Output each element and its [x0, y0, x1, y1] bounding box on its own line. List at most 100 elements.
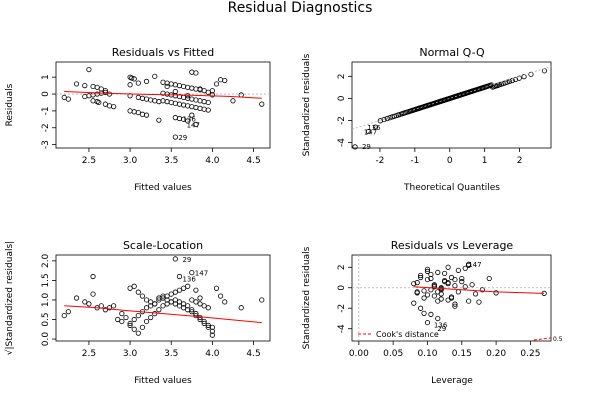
data-point: [384, 115, 390, 122]
data-point: [168, 291, 174, 297]
data-point: [189, 307, 195, 313]
data-point: [218, 293, 224, 299]
data-point: [421, 310, 427, 316]
data-point: [156, 117, 162, 123]
point-annotation: 136: [182, 275, 196, 283]
panel-title: Residuals vs Fitted: [112, 46, 214, 59]
data-point: [213, 285, 220, 291]
data-point: [528, 71, 534, 77]
data-point: [185, 103, 191, 109]
data-point: [452, 276, 458, 283]
data-point: [372, 124, 379, 130]
x-axis-label: Fitted values: [134, 183, 192, 193]
x-tick-label: -2: [375, 156, 384, 166]
data-point: [197, 314, 203, 321]
data-point: [172, 100, 178, 106]
data-point: [189, 112, 195, 118]
data-point: [172, 93, 178, 99]
data-point: [143, 297, 150, 303]
point-annotation: 147: [195, 270, 208, 278]
data-point: [189, 69, 195, 75]
data-point: [205, 89, 211, 95]
data-point: [180, 305, 187, 311]
data-point: [479, 287, 485, 293]
data-point: [411, 300, 417, 306]
y-tick-label: 0: [337, 95, 347, 101]
data-point: [418, 305, 424, 311]
cooks-contour-label: 0.5: [553, 336, 563, 343]
data-point: [123, 314, 129, 321]
data-point: [152, 301, 158, 307]
data-point: [438, 296, 444, 302]
data-point: [438, 287, 444, 293]
data-point: [185, 84, 191, 90]
data-point: [164, 301, 170, 307]
x-tick-label: 2.5: [82, 156, 96, 166]
data-point: [172, 301, 178, 307]
data-point: [135, 94, 141, 101]
data-point: [201, 320, 207, 327]
data-point: [516, 75, 522, 81]
data-point: [160, 98, 166, 104]
data-point: [135, 330, 141, 336]
y-tick-label: -2: [337, 116, 347, 125]
data-point: [119, 311, 125, 317]
y-tick-label: -1: [41, 106, 51, 115]
data-point: [486, 275, 492, 282]
x-tick-label: 1: [482, 156, 488, 166]
data-point: [135, 289, 141, 295]
y-tick-label: 2: [337, 73, 347, 79]
data-point: [65, 309, 71, 315]
data-point: [193, 299, 199, 305]
data-point: [61, 312, 67, 319]
data-point: [418, 272, 424, 279]
data-point: [189, 297, 195, 303]
data-point: [139, 95, 146, 101]
plot-frame: [55, 254, 271, 342]
x-tick-label: 3.5: [164, 156, 178, 166]
data-point: [160, 303, 166, 309]
x-axis-label: Theoretical Quantiles: [403, 183, 500, 193]
data-point: [172, 82, 178, 88]
data-point: [452, 301, 458, 307]
data-point: [197, 105, 203, 111]
data-point: [96, 99, 102, 106]
point-annotation: 29: [362, 143, 371, 151]
data-point: [197, 295, 203, 301]
data-point: [98, 303, 104, 309]
x-tick-label: 0.20: [486, 349, 506, 359]
data-point: [168, 99, 174, 106]
data-point: [201, 303, 207, 309]
data-point: [201, 318, 207, 325]
y-axis-label: √|Standardized residuals|: [4, 241, 15, 355]
x-tick-label: 3.0: [123, 156, 138, 166]
data-point: [185, 283, 191, 289]
y-tick-label: 0: [337, 285, 347, 291]
data-point: [431, 293, 437, 299]
data-point: [180, 285, 187, 291]
data-point: [152, 311, 158, 317]
smooth-line: [64, 91, 262, 99]
data-point: [193, 70, 199, 76]
data-point: [111, 104, 117, 110]
data-point: [86, 301, 92, 307]
x-tick-label: 0.15: [452, 349, 472, 359]
data-point: [466, 261, 472, 267]
data-point: [209, 324, 215, 330]
plot-frame: [55, 61, 271, 149]
point-annotation: 29: [182, 256, 191, 264]
data-point: [115, 316, 121, 323]
data-point: [176, 303, 183, 309]
data-point: [82, 93, 88, 100]
data-point: [143, 78, 150, 84]
data-point: [205, 99, 211, 106]
data-point: [493, 290, 499, 296]
data-point: [148, 97, 154, 103]
data-point: [455, 267, 461, 273]
point-annotation: 136: [367, 124, 381, 132]
data-point: [435, 315, 441, 322]
y-tick-label: -3: [41, 140, 51, 149]
data-point: [193, 311, 199, 317]
data-point: [180, 301, 187, 307]
